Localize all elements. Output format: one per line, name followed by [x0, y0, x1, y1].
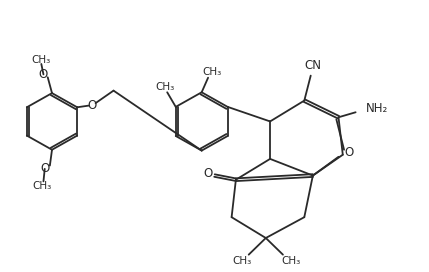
Text: NH₂: NH₂ [366, 103, 389, 115]
Text: CH₃: CH₃ [203, 67, 222, 77]
Text: O: O [88, 99, 97, 112]
Text: CH₃: CH₃ [282, 256, 301, 266]
Text: O: O [203, 167, 213, 180]
Text: O: O [344, 146, 354, 159]
Text: CH₃: CH₃ [32, 55, 51, 65]
Text: CN: CN [304, 59, 321, 72]
Text: CH₃: CH₃ [155, 82, 175, 92]
Text: O: O [39, 68, 48, 81]
Text: CH₃: CH₃ [33, 181, 52, 191]
Text: CH₃: CH₃ [233, 256, 252, 266]
Text: O: O [40, 162, 49, 175]
